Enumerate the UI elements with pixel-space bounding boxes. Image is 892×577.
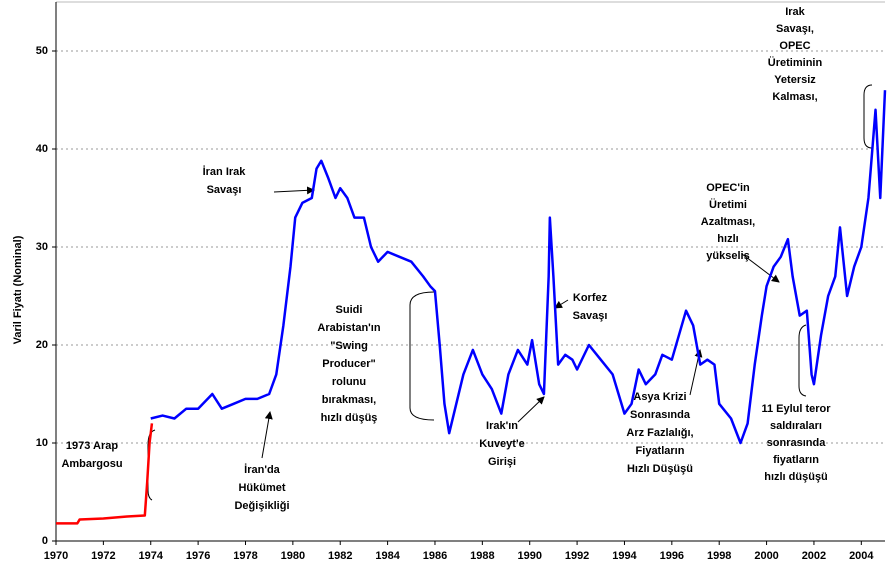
annotation: Sonrasında [630,409,691,421]
bracket [863,84,873,149]
annotation: Suidi [336,304,363,316]
annotation: Kuveyt'e [479,438,524,450]
y-tick-label: 50 [36,45,48,57]
annotation: hızlı düşüş [321,412,378,424]
annotation: Üretimi [709,198,747,211]
annotation: rolunu [332,376,366,388]
arrow [741,253,780,283]
x-tick-label: 2002 [802,550,826,562]
arrow [273,186,315,195]
x-tick-label: 1996 [660,550,684,562]
annotation: Korfez [573,292,608,304]
annotation: Arabistan'ın [317,322,380,334]
annotation: saldıraları [770,420,822,432]
annotation: Asya Krizi [633,391,686,403]
annotation: hızlı düşüşü [764,471,828,483]
y-axis-label: Varil Fiyatı (Nominal) [12,235,24,344]
x-tick-label: 2004 [849,550,874,562]
annotation: Hızlı Düşüşü [627,463,693,475]
data-line [56,423,154,525]
annotation: Yetersiz [774,74,816,86]
annotation: İran Irak [203,165,247,178]
y-tick-label: 0 [42,535,48,547]
annotation: Arz Fazlalığı, [626,427,693,439]
x-tick-label: 1984 [375,550,400,562]
annotation: Irak [785,6,805,18]
x-tick-label: 1978 [233,550,257,562]
arrow [554,299,569,309]
annotation: sonrasında [767,437,827,449]
annotation: İran'da [244,463,281,476]
bracket [798,324,807,397]
x-tick-label: 1986 [423,550,447,562]
annotation: bırakması, [322,394,376,406]
x-tick-label: 1974 [139,550,164,562]
x-tick-label: 1976 [186,550,210,562]
y-tick-label: 30 [36,241,48,253]
x-tick-label: 1990 [517,550,541,562]
x-tick-label: 1994 [612,550,637,562]
annotation: OPEC [779,40,810,52]
arrow [261,411,273,459]
bracket [409,291,435,421]
annotation: Irak'ın [486,420,518,432]
annotation: Ambargosu [61,458,122,470]
x-tick-label: 1988 [470,550,494,562]
annotation: Hükümet [238,482,285,494]
data-line [150,90,887,445]
y-tick-label: 40 [36,143,48,155]
arrow [517,396,545,423]
annotation: yükseliş [706,250,749,262]
y-tick-label: 20 [36,339,48,351]
y-tick-label: 10 [36,437,48,449]
annotation: 1973 Arap [66,440,118,452]
annotation: OPEC'in [706,182,750,194]
annotation: fiyatların [773,454,819,466]
annotation: Savaşı, [776,23,814,35]
annotation: Producer" [322,358,376,370]
annotation: 11 Eylul teror [761,403,831,415]
annotation: Savaşı [573,310,608,322]
annotation: Fiyatların [636,445,685,457]
x-tick-label: 1972 [91,550,115,562]
annotation: Değişikliği [234,500,289,512]
annotation: "Swing [330,340,368,352]
x-tick-label: 1992 [565,550,589,562]
annotation: hızlı [717,233,738,245]
annotation: Kalması, [772,91,817,103]
annotation: Savaşı [207,184,242,196]
annotation: Üretiminin [768,56,823,69]
x-tick-label: 1980 [281,550,305,562]
x-tick-label: 1998 [707,550,731,562]
annotation-arrows [147,84,873,501]
x-tick-label: 1970 [44,550,68,562]
x-tick-label: 2000 [754,550,778,562]
annotation: Girişi [488,456,516,468]
x-tick-label: 1982 [328,550,352,562]
annotation: Azaltması, [701,216,755,228]
